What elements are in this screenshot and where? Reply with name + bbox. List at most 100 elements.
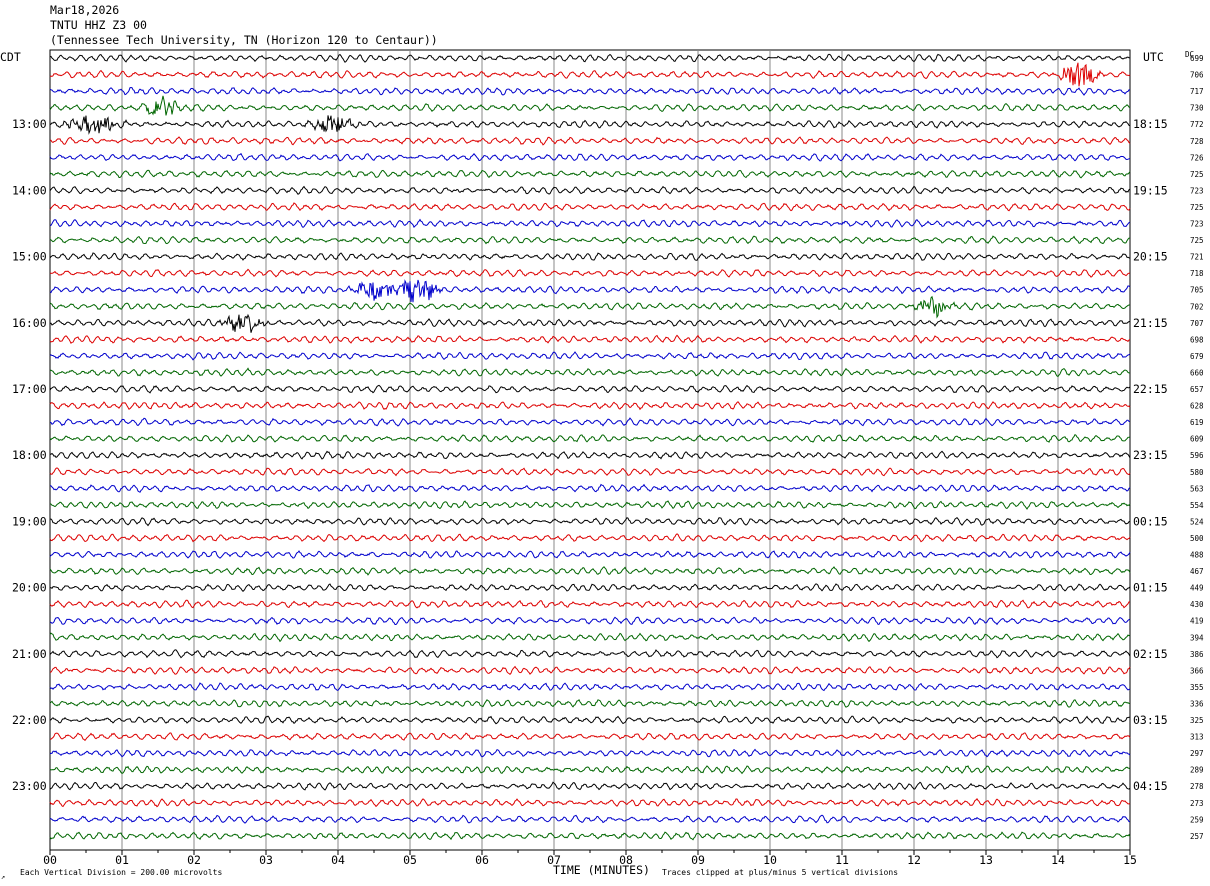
dc-offset-label: 699 [1190,54,1204,63]
seismic-trace [49,583,1131,593]
dc-offset-label: 449 [1190,584,1204,593]
x-tick-label: 02 [187,853,201,867]
seismic-trace [49,616,1131,626]
seismic-trace [49,649,1131,659]
x-tick-label: 08 [619,853,633,867]
x-tick-label: 12 [907,853,921,867]
x-tick-label: 13 [979,853,993,867]
seismic-trace [49,202,1131,212]
cdt-hour-label: 22:00 [12,713,47,727]
cdt-hour-label: 21:00 [12,647,47,661]
seismic-trace [49,295,1131,319]
trace-group [49,53,1131,841]
seismic-trace [49,467,1131,477]
x-tick-label: 07 [547,853,561,867]
dc-offset-label: 580 [1190,468,1204,477]
cdt-hour-label: 20:00 [12,581,47,595]
dc-offset-label: 723 [1190,186,1204,195]
utc-hour-label: 20:15 [1133,250,1168,264]
dc-offset-label: 725 [1190,236,1204,245]
seismic-trace [49,185,1131,195]
dc-offset-label: 257 [1190,832,1204,841]
dc-offset-label: 563 [1190,484,1204,493]
seismic-trace [49,169,1131,179]
dc-offset-label: 725 [1190,170,1204,179]
seismic-trace [49,483,1131,493]
dc-offset-label: 698 [1190,335,1204,344]
dc-offset-label: 619 [1190,418,1204,427]
seismic-trace [49,384,1131,394]
dc-offset-label: 500 [1190,534,1204,543]
seismic-trace [49,831,1131,841]
seismic-trace [49,748,1131,758]
utc-hour-label: 19:15 [1133,183,1168,197]
cdt-hour-label: 15:00 [12,250,47,264]
seismic-trace [49,218,1131,229]
dc-offset-label: 717 [1190,87,1204,96]
cdt-hour-label: 13:00 [12,117,47,131]
dc-offset-label: 706 [1190,71,1204,80]
cdt-hour-label: 14:00 [12,183,47,197]
dc-offset-label: 772 [1190,120,1204,129]
seismic-trace [49,53,1131,63]
seismic-trace [49,814,1130,824]
utc-hour-label: 02:15 [1133,647,1168,661]
x-tick-label: 03 [259,853,273,867]
scale-note: Each Vertical Division = 200.00 microvol… [20,868,222,877]
seismic-trace [49,765,1131,775]
dc-offset-label: 289 [1190,766,1204,775]
dc-offset-label: 628 [1190,402,1204,411]
seismic-trace [49,95,1131,116]
x-tick-label: 00 [43,853,57,867]
seismic-trace [49,781,1131,791]
x-tick-label: 06 [475,853,489,867]
station-code: TNTU HHZ Z3 00 [50,18,147,32]
seismic-trace [49,268,1131,278]
dc-offset-label: 419 [1190,617,1204,626]
seismic-trace [49,62,1131,87]
dc-offset-label: 726 [1190,153,1204,162]
seismic-trace [49,235,1130,245]
seismic-trace [49,115,1131,135]
dc-offset-label: 660 [1190,368,1204,377]
dc-offset-label: 430 [1190,600,1204,609]
utc-hour-label: 04:15 [1133,779,1168,793]
corner-mark: ↗ [1,873,5,881]
dc-offset-label: 273 [1190,799,1204,808]
utc-hour-label: 01:15 [1133,581,1168,595]
seismic-trace [49,500,1131,510]
grid-lines [49,49,1131,855]
dc-offset-label: 702 [1190,302,1204,311]
utc-hour-label: 00:15 [1133,514,1168,528]
dc-offset-label: 386 [1190,650,1204,659]
utc-hour-label: 22:15 [1133,382,1168,396]
right-zone-label: UTC [1143,50,1164,64]
dc-offset-label: 679 [1190,352,1204,361]
seismic-trace [49,566,1131,576]
seismic-trace [49,698,1131,708]
dc-offset-label: 278 [1190,782,1204,791]
dc-offset-label: 524 [1190,517,1204,526]
x-tick-label: 01 [115,853,129,867]
dc-offset-label: 394 [1190,633,1204,642]
dc-offset-label: 725 [1190,203,1204,212]
left-zone-label: CDT [0,50,21,64]
seismic-trace [49,517,1131,527]
station-location: (Tennessee Tech University, TN (Horizon … [50,33,438,47]
dc-offset-label: 596 [1190,451,1204,460]
seismic-trace [49,550,1131,559]
plot-date: Mar18,2026 [50,3,120,17]
seismic-trace [49,797,1131,808]
seismic-trace [49,252,1131,261]
axis-labels: 699 706 717 730 772 728 726 725 723 725 723 725 721 7… [12,54,1204,867]
dc-offset-label: 554 [1190,501,1204,510]
dc-offset-label: 488 [1190,551,1204,560]
seismic-trace [49,434,1131,443]
dc-offset-label: 325 [1190,716,1204,725]
x-tick-label: 04 [331,853,345,867]
dc-offset-label: 259 [1190,815,1204,824]
dc-offset-label: 721 [1190,253,1204,262]
seismic-trace [49,136,1131,146]
x-tick-label: 10 [763,853,777,867]
